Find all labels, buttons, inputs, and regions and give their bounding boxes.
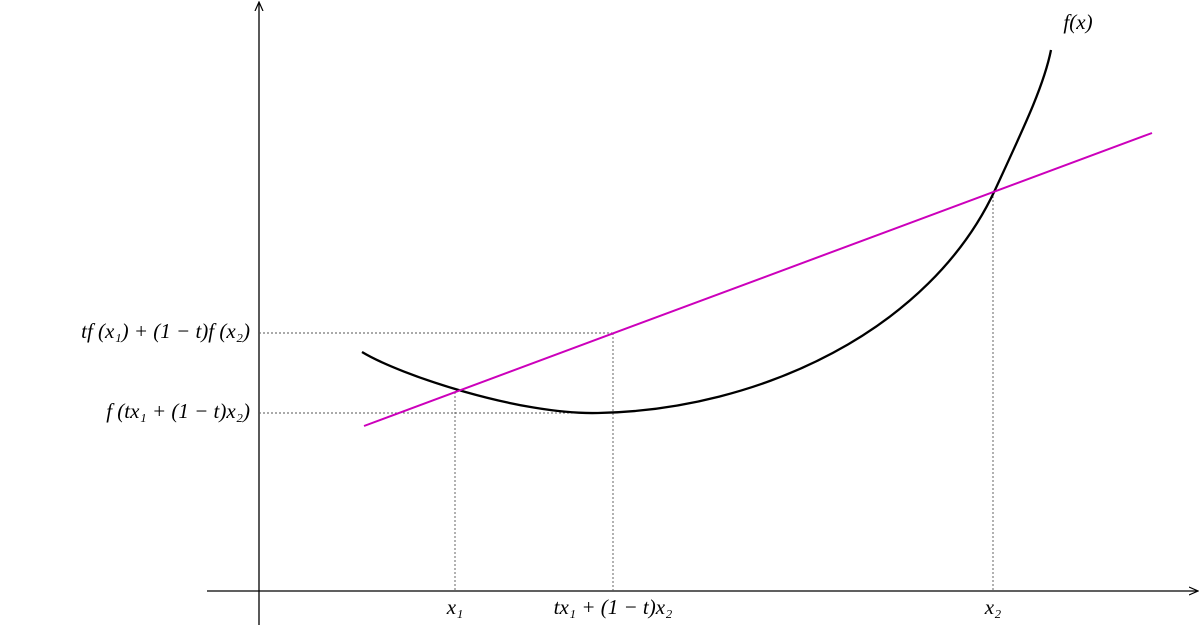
x1-label: x₁ — [446, 595, 464, 619]
chord — [363, 132, 1153, 427]
chord-value-label: tf (x₁) + (1 − t)f (x₂) — [81, 319, 250, 343]
guides — [259, 192, 994, 591]
xt-label: tx₁ + (1 − t)x₂ — [554, 595, 673, 619]
curve-label: f(x) — [1063, 10, 1092, 34]
function-value-label: f (tx₁ + (1 − t)x₂) — [106, 399, 250, 423]
x2-label: x₂ — [984, 595, 1002, 619]
curve — [361, 49, 1053, 415]
